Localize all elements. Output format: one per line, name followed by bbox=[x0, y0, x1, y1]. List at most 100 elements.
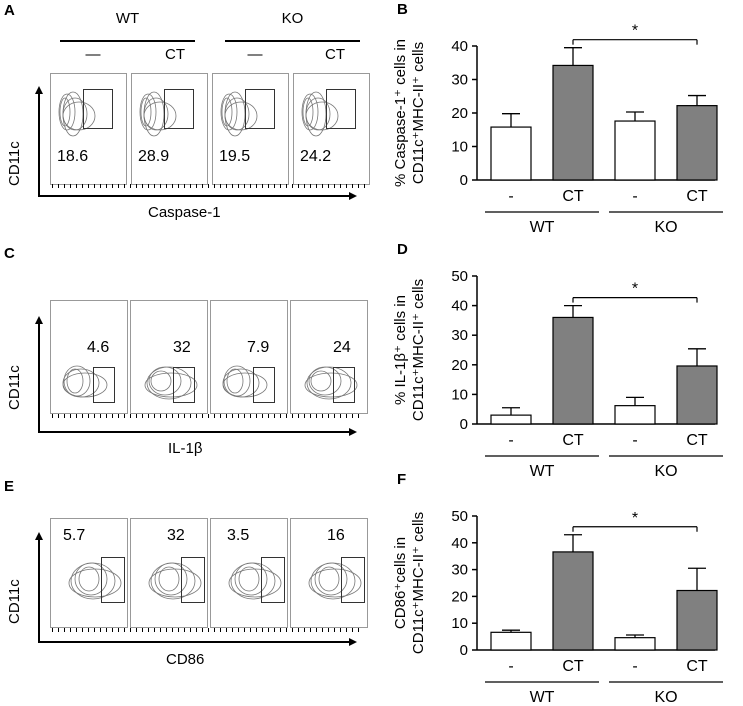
significance-star: * bbox=[632, 510, 638, 527]
contour-ring bbox=[78, 566, 100, 592]
y-tick-label: 0 bbox=[460, 416, 468, 433]
gate-box bbox=[245, 89, 275, 129]
flow-plot: 4.6 bbox=[50, 300, 128, 414]
x-axis-arrow bbox=[38, 431, 350, 433]
contour-ring bbox=[308, 568, 362, 598]
x-tick-label: - bbox=[508, 432, 513, 449]
contour-ring bbox=[140, 97, 152, 127]
x-axis-arrow bbox=[38, 641, 350, 643]
contour-plot bbox=[228, 562, 282, 600]
panel-letter: F bbox=[397, 471, 406, 488]
arrow-head bbox=[35, 316, 43, 324]
flow-plot: 24.2 bbox=[293, 73, 370, 185]
bar bbox=[552, 551, 594, 651]
flow-plot: 32 bbox=[130, 300, 208, 414]
gate-box bbox=[261, 557, 285, 603]
x-tick-label: CT bbox=[686, 188, 708, 205]
bar bbox=[676, 589, 718, 651]
gate-percentage: 24 bbox=[333, 339, 351, 356]
gate-box bbox=[83, 89, 113, 129]
header-group-wt: WT bbox=[115, 10, 140, 27]
header-condition: CT bbox=[165, 46, 185, 63]
y-axis-label: CD11c bbox=[6, 365, 23, 410]
y-axis-label: CD11c bbox=[6, 141, 23, 186]
arrow-head bbox=[349, 428, 357, 436]
contour-ring bbox=[150, 562, 196, 600]
group-label: KO bbox=[654, 219, 677, 236]
x-axis-arrow bbox=[38, 195, 350, 197]
x-tick-label: CT bbox=[562, 188, 584, 205]
contour-ring bbox=[302, 97, 314, 127]
contour-ring bbox=[220, 93, 238, 131]
header-group-ko: KO bbox=[281, 10, 304, 27]
y-tick-label: 10 bbox=[451, 615, 468, 632]
flow-plot: 24 bbox=[290, 300, 368, 414]
contour-ring bbox=[146, 366, 192, 400]
y-tick-label: 0 bbox=[460, 642, 468, 659]
gate-box bbox=[93, 367, 115, 403]
flow-plot: 5.7 bbox=[50, 518, 128, 628]
bar bbox=[676, 105, 718, 181]
y-tick-label: 50 bbox=[451, 268, 468, 285]
contour-ring bbox=[222, 372, 268, 398]
group-label: WT bbox=[530, 463, 555, 480]
gate-percentage: 19.5 bbox=[219, 148, 251, 165]
flow-plot: 3.5 bbox=[210, 518, 288, 628]
contour-plot bbox=[308, 562, 362, 600]
x-tick-label: - bbox=[508, 188, 513, 205]
group-underline bbox=[60, 40, 195, 42]
y-axis-label: CD86⁺cells in bbox=[392, 537, 409, 629]
y-axis-label: CD11c⁺MHC-II⁺ cells bbox=[410, 42, 427, 184]
significance-star: * bbox=[632, 281, 638, 298]
flow-plot: 18.6 bbox=[50, 73, 127, 185]
y-axis-label: CD11c⁺MHC-II⁺ cells bbox=[410, 512, 427, 654]
bar bbox=[490, 414, 532, 425]
gate-percentage: 5.7 bbox=[63, 527, 86, 544]
y-tick-label: 20 bbox=[451, 105, 468, 122]
y-tick-label: 40 bbox=[451, 535, 468, 552]
y-tick-label: 50 bbox=[451, 508, 468, 525]
y-tick-label: 30 bbox=[451, 72, 468, 89]
gate-box bbox=[333, 367, 355, 403]
contour-ring bbox=[304, 372, 358, 398]
gate-percentage: 16 bbox=[327, 527, 345, 544]
gate-percentage: 32 bbox=[167, 527, 185, 544]
flow-plot: 28.9 bbox=[131, 73, 208, 185]
contour-plot bbox=[148, 562, 202, 600]
y-tick-label: 40 bbox=[451, 298, 468, 315]
gate-box bbox=[101, 557, 125, 603]
contour-plot bbox=[222, 365, 268, 398]
contour-plot bbox=[62, 365, 108, 398]
panel-letter: A bbox=[4, 2, 15, 19]
flow-plot: 7.9 bbox=[210, 300, 288, 414]
group-label: KO bbox=[654, 689, 677, 706]
x-ticks bbox=[52, 184, 366, 188]
header-condition: — bbox=[85, 46, 101, 63]
significance-star: * bbox=[632, 23, 638, 40]
gate-percentage: 3.5 bbox=[227, 527, 250, 544]
x-tick-label: - bbox=[632, 658, 637, 675]
gate-percentage: 24.2 bbox=[300, 148, 332, 165]
bar bbox=[552, 316, 594, 425]
arrow-head bbox=[349, 638, 357, 646]
gate-percentage: 32 bbox=[173, 339, 191, 356]
gate-percentage: 28.9 bbox=[138, 148, 170, 165]
bar-chart-d: D 0 10 20 30 40 50 % IL-1β⁺ cells in CD11c⁺MHC-I… bbox=[392, 241, 723, 480]
bar bbox=[552, 64, 594, 181]
y-axis-label: % IL-1β⁺ cells in bbox=[392, 295, 409, 405]
y-axis-label: CD11c⁺MHC-II⁺ cells bbox=[410, 279, 427, 421]
gate-box bbox=[253, 367, 275, 403]
contour-plot bbox=[304, 366, 358, 400]
contour-ring bbox=[301, 93, 319, 131]
arrow-head bbox=[35, 532, 43, 540]
y-axis-label: CD11c bbox=[6, 579, 23, 624]
contour-ring bbox=[230, 562, 276, 600]
bar bbox=[490, 631, 532, 651]
x-axis-label: Caspase-1 bbox=[148, 204, 221, 221]
y-axis-arrow bbox=[38, 92, 40, 196]
contour-ring bbox=[306, 366, 352, 400]
y-tick-label: 0 bbox=[460, 172, 468, 189]
contour-ring bbox=[148, 568, 202, 598]
flow-plot: 32 bbox=[130, 518, 208, 628]
contour-ring bbox=[66, 368, 84, 394]
